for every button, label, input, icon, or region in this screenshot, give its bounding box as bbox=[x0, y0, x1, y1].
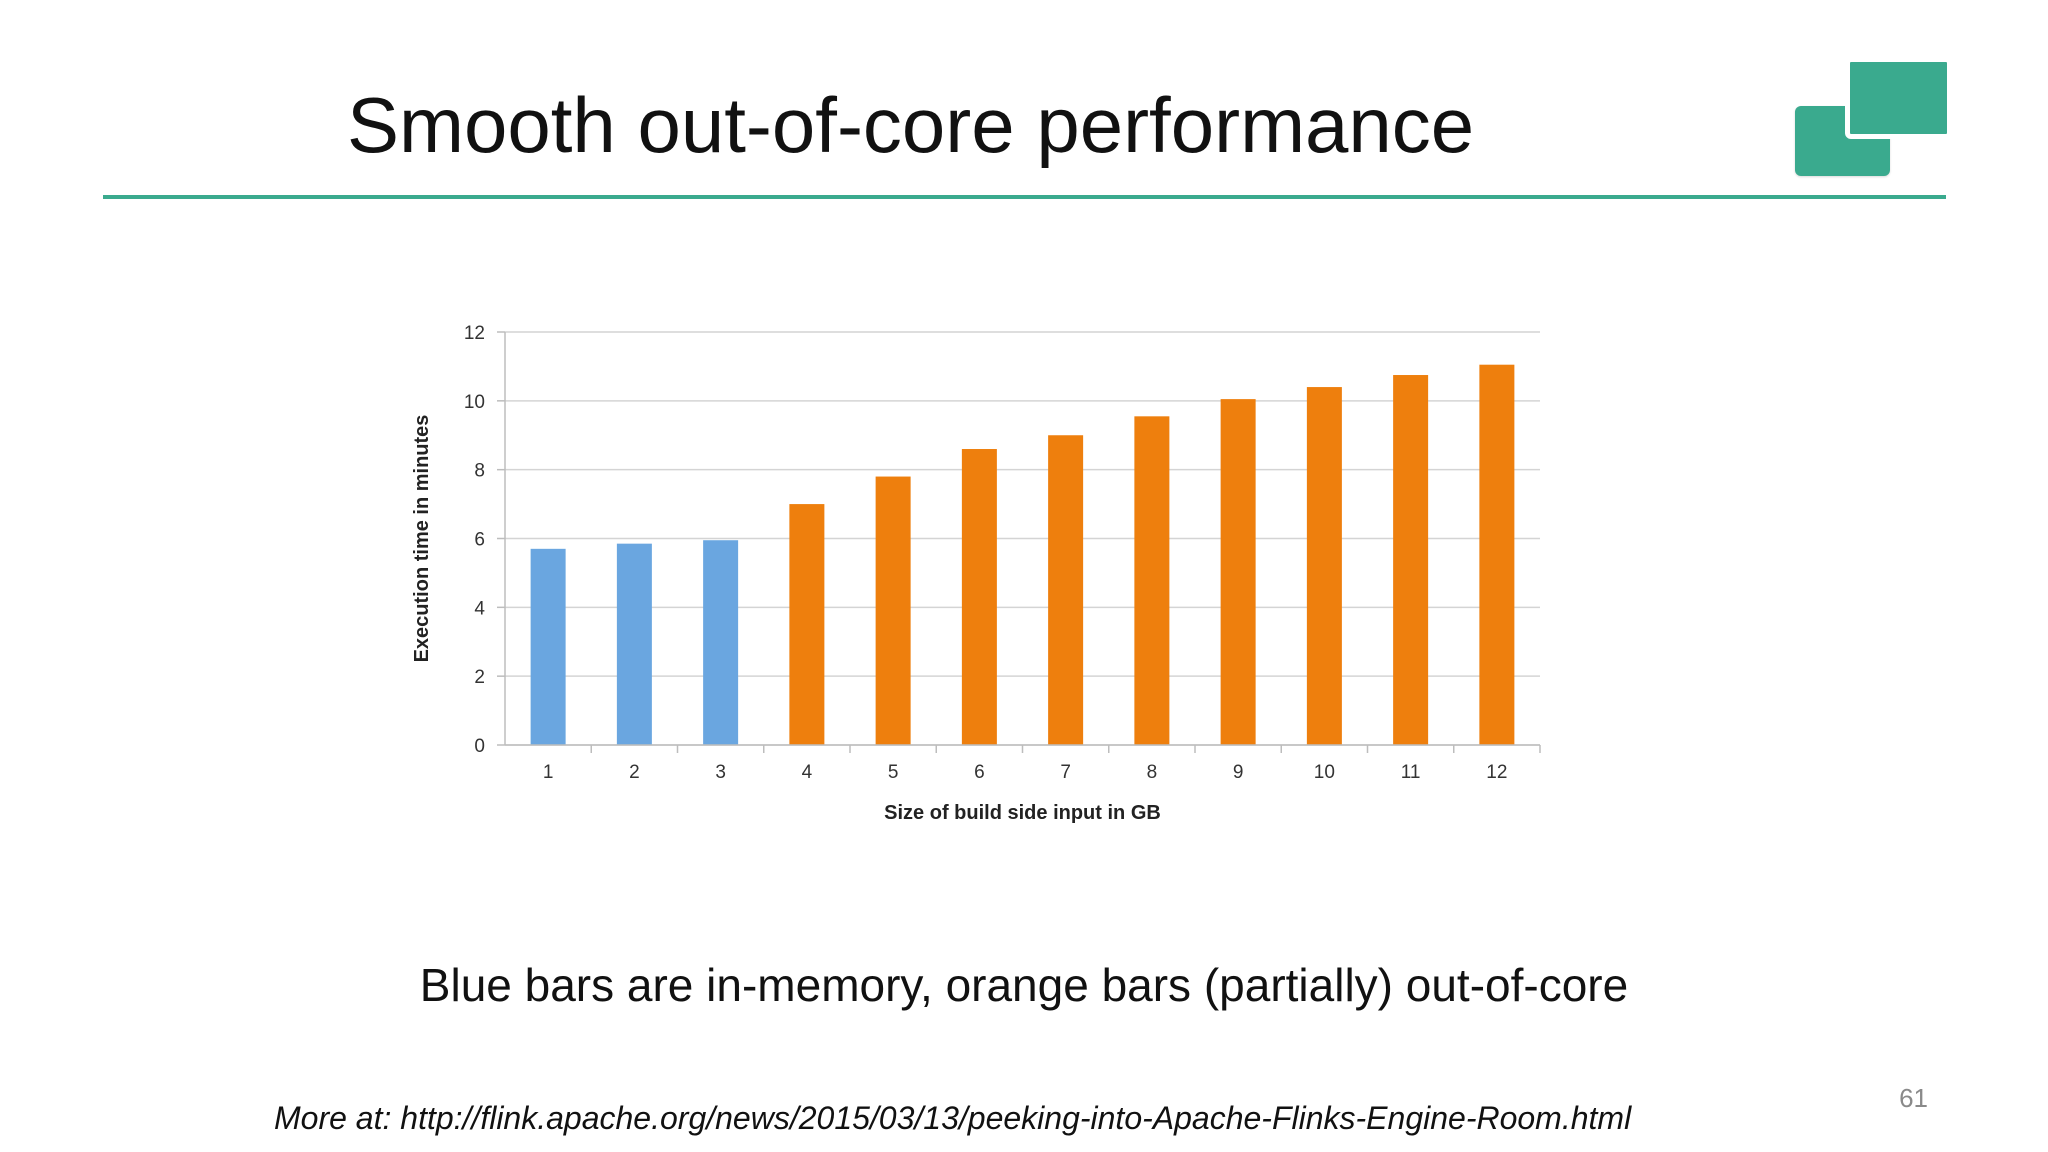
x-tick-label: 1 bbox=[543, 762, 554, 783]
page-number: 61 bbox=[1899, 1083, 1928, 1113]
x-tick-label: 2 bbox=[629, 762, 640, 783]
slide-caption: Blue bars are in-memory, orange bars (pa… bbox=[419, 959, 1629, 1011]
bar-1 bbox=[530, 548, 566, 745]
footer-link[interactable]: More at: http://flink.apache.org/news/20… bbox=[274, 1100, 1632, 1136]
y-axis-label: Execution time in minutes bbox=[411, 415, 433, 663]
green-squares-logo-icon bbox=[1795, 57, 1952, 178]
x-tick-label: 11 bbox=[1401, 762, 1421, 783]
x-tick-label: 9 bbox=[1233, 762, 1244, 783]
bar-9 bbox=[1220, 399, 1256, 745]
grid-layer bbox=[505, 331, 1540, 746]
bar-7 bbox=[1048, 435, 1084, 745]
bar-6 bbox=[961, 449, 997, 745]
bar-4 bbox=[789, 504, 825, 745]
bar-8 bbox=[1134, 416, 1170, 745]
x-tick-label: 12 bbox=[1486, 762, 1507, 783]
y-tick-label: 2 bbox=[474, 667, 485, 688]
x-tick-label: 7 bbox=[1060, 762, 1071, 783]
x-tick-label: 5 bbox=[888, 762, 899, 783]
bar-layer bbox=[530, 364, 1515, 745]
y-tick-label: 0 bbox=[474, 736, 485, 757]
y-tick-label: 8 bbox=[474, 461, 485, 482]
bar-5 bbox=[875, 476, 911, 745]
slide-title: Smooth out-of-core performance bbox=[347, 81, 1475, 169]
x-tick-label: 10 bbox=[1314, 762, 1335, 783]
bar-chart: 0 2 4 6 8 10 12 1 2 3 4 5 6 7 8 9 10 11 12 Execution time … bbox=[390, 300, 1580, 840]
x-axis-label: Size of build side input in GB bbox=[884, 802, 1161, 824]
y-tick-label: 6 bbox=[474, 530, 485, 551]
x-tick-label: 8 bbox=[1147, 762, 1158, 783]
title-divider bbox=[103, 195, 1946, 199]
bar-3 bbox=[703, 540, 739, 745]
y-tick-label: 10 bbox=[464, 392, 485, 413]
x-tick-label: 4 bbox=[802, 762, 813, 783]
bar-12 bbox=[1479, 364, 1515, 745]
bar-10 bbox=[1306, 387, 1342, 745]
logo-square-front bbox=[1845, 57, 1952, 139]
bar-11 bbox=[1393, 375, 1429, 745]
x-tick-label: 3 bbox=[715, 762, 726, 783]
y-tick-label: 12 bbox=[464, 323, 485, 344]
y-tick-label: 4 bbox=[474, 598, 485, 619]
bar-2 bbox=[616, 543, 652, 745]
x-tick-label: 6 bbox=[974, 762, 985, 783]
